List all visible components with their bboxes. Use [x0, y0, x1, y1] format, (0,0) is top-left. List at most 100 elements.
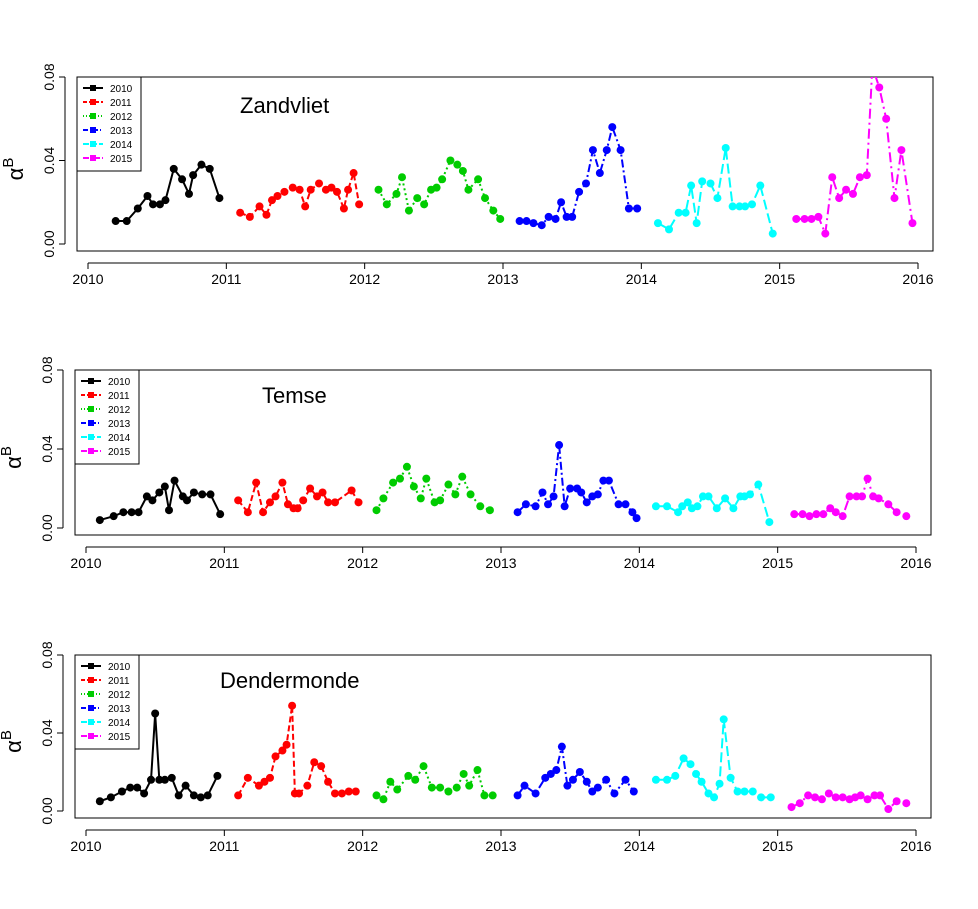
data-point-2015	[819, 510, 828, 519]
legend-marker-2015	[90, 155, 96, 161]
data-point-2012	[444, 480, 453, 489]
data-point-2011	[339, 204, 348, 213]
data-point-2015	[811, 793, 820, 802]
data-point-2015	[842, 185, 851, 194]
series-line-2014	[657, 147, 774, 234]
data-point-2012	[404, 771, 413, 780]
data-point-2012	[474, 175, 483, 184]
data-point-2010	[198, 490, 207, 499]
data-point-2012	[464, 185, 473, 194]
legend-label-2014: 2014	[108, 718, 131, 729]
data-point-2014	[756, 181, 765, 190]
data-point-2010	[117, 787, 126, 796]
data-point-2010	[206, 490, 215, 499]
data-point-2014	[692, 219, 701, 228]
data-point-2014	[683, 498, 692, 507]
data-point-2014	[663, 502, 671, 511]
legend-marker-2014	[90, 141, 96, 147]
data-point-2012	[444, 787, 453, 796]
data-point-2015	[858, 492, 867, 501]
data-point-2012	[419, 762, 428, 771]
data-point-2015	[897, 146, 906, 155]
data-point-2013	[616, 146, 625, 155]
data-point-2011	[273, 191, 282, 200]
data-point-2015	[831, 793, 840, 802]
data-point-2011	[262, 210, 271, 219]
series-line-2013	[519, 123, 638, 227]
x-tick-label: 2013	[485, 555, 516, 571]
data-point-2013	[610, 789, 619, 798]
legend-label-2010: 2010	[108, 662, 131, 673]
data-point-2013	[555, 441, 564, 450]
data-point-2013	[520, 781, 529, 790]
data-point-2012	[489, 206, 498, 215]
data-point-2014	[687, 181, 696, 190]
data-point-2010	[155, 200, 164, 209]
data-point-2013	[621, 500, 630, 509]
data-point-2015	[798, 510, 807, 519]
series-group	[95, 701, 911, 814]
data-point-2015	[812, 510, 821, 519]
data-point-2015	[862, 171, 871, 180]
data-point-2013	[537, 221, 546, 230]
data-point-2010	[196, 793, 205, 802]
data-point-2013	[557, 742, 566, 751]
data-point-2015	[882, 114, 891, 123]
x-tick-label: 2011	[209, 838, 239, 854]
data-point-2015	[863, 474, 872, 483]
data-point-2013	[621, 775, 630, 784]
data-point-2010	[160, 482, 169, 491]
data-point-2014	[748, 200, 756, 209]
x-tick-label: 2015	[762, 555, 793, 571]
data-point-2010	[197, 160, 206, 169]
series-line-2010	[115, 163, 221, 223]
data-point-2015	[863, 795, 872, 804]
data-point-2012	[379, 494, 388, 503]
data-point-2013	[633, 204, 642, 213]
data-point-2010	[109, 512, 118, 521]
data-point-2015	[870, 791, 879, 800]
data-point-2010	[182, 496, 191, 505]
x-tick-label: 2011	[209, 555, 239, 571]
legend-label-2010: 2010	[110, 84, 133, 95]
data-point-2011	[303, 781, 312, 790]
data-point-2015	[824, 789, 833, 798]
data-point-2011	[301, 202, 310, 211]
data-point-2010	[167, 773, 176, 782]
data-point-2015	[892, 508, 901, 517]
y-tick-label: 0.08	[41, 63, 57, 90]
legend-label-2013: 2013	[108, 419, 131, 430]
chart-panel-2: 2010 2011 2012 2013 2014 2015 2016 0.00 0.04 0.08…	[0, 356, 932, 571]
data-point-2014	[665, 225, 673, 234]
data-point-2012	[413, 194, 422, 203]
data-point-2015	[826, 504, 835, 513]
data-point-2013	[560, 502, 569, 511]
data-point-2010	[106, 793, 115, 802]
data-point-2012	[392, 189, 401, 198]
data-point-2011	[295, 789, 304, 798]
data-point-2013	[602, 146, 611, 155]
data-point-2010	[169, 164, 178, 173]
data-point-2012	[422, 474, 431, 483]
data-point-2010	[155, 488, 164, 497]
data-point-2013	[575, 768, 584, 776]
data-point-2011	[255, 202, 264, 211]
data-point-2013	[582, 498, 591, 507]
data-point-2011	[260, 777, 269, 786]
data-point-2015	[902, 799, 911, 808]
data-point-2013	[632, 514, 641, 523]
data-point-2013	[551, 214, 560, 223]
data-point-2010	[133, 204, 142, 213]
data-point-2010	[189, 488, 198, 497]
legend-marker-2013	[88, 420, 94, 426]
y-tick-label: 0.04	[39, 719, 55, 746]
data-point-2010	[149, 200, 158, 209]
series-line-2012	[376, 763, 493, 801]
plot-frame	[76, 76, 934, 252]
data-point-2013	[546, 769, 555, 778]
legend-label-2012: 2012	[108, 405, 131, 416]
y-axis-label-superscript: B	[0, 730, 15, 740]
data-point-2012	[432, 183, 441, 192]
data-point-2015	[848, 189, 857, 198]
data-point-2011	[349, 169, 358, 178]
